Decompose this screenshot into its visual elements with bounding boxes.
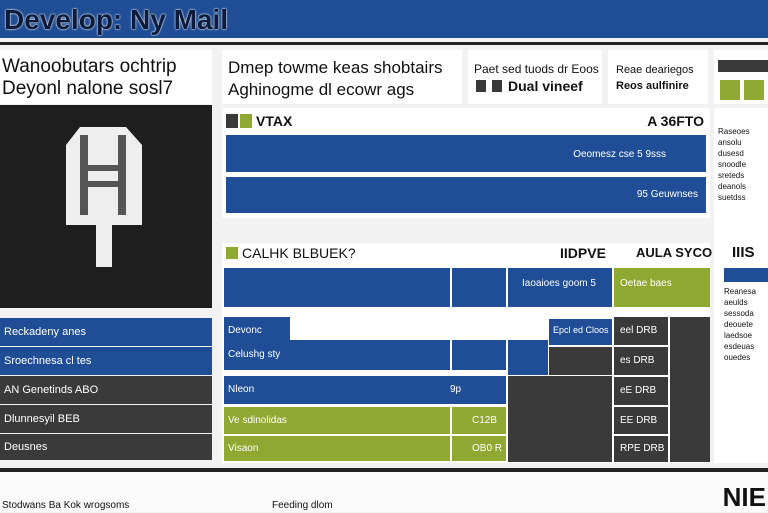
cell: es DRB xyxy=(614,347,668,375)
cell-text: es DRB xyxy=(620,355,655,366)
swatch xyxy=(744,80,764,100)
info-card[interactable]: Paet sed tuods dr Eoos Dual vineef xyxy=(468,50,602,104)
icon xyxy=(476,80,486,92)
cell-text: OB0 R xyxy=(472,443,503,454)
panel-text: Raseoes ansolu dusesd snoodle sreteds de… xyxy=(718,127,750,202)
cell xyxy=(224,268,450,307)
info-card[interactable]: Wanoobutars ochtrip Deyonl nalone sosl7 xyxy=(0,50,212,104)
panel-text: Reanesa aeulds sessoda deouete laedsoe e… xyxy=(724,287,757,362)
list-label: Reckadeny anes xyxy=(4,326,86,338)
cell[interactable]: Ve sdinolidas xyxy=(224,407,450,434)
cell: C12B xyxy=(452,407,506,434)
list-label: Dlunnesyil BEB xyxy=(4,413,80,425)
card-line: Dual vineef xyxy=(508,78,583,94)
column-header: AULA SYCO xyxy=(636,245,713,260)
footer-text: Stodwans Ba Kok wrogsoms xyxy=(2,500,130,511)
cell[interactable]: Iaoaioes goom 5 xyxy=(508,268,612,307)
list-label: AN Genetinds ABO xyxy=(4,384,99,396)
cell: eE DRB xyxy=(614,377,668,405)
card-line: Aghinogme dl ecowr ags xyxy=(228,80,415,99)
icon xyxy=(226,114,238,128)
cell-text: Visaon xyxy=(228,443,259,454)
info-card[interactable] xyxy=(714,50,768,104)
summary-bar: Oeomesz cse 5 9sss xyxy=(226,135,706,172)
icon xyxy=(492,80,502,92)
summary-value: A 36FTO xyxy=(647,113,704,129)
tag xyxy=(724,268,768,282)
list-label: Deusnes xyxy=(4,441,48,453)
info-card[interactable]: Reae deariegos Reos aulfinire xyxy=(608,50,708,104)
icon xyxy=(66,127,142,267)
summary-label: VTAX xyxy=(256,113,293,129)
header-bar: Develop: Ny Mail xyxy=(0,0,768,38)
cell xyxy=(670,317,710,462)
cell xyxy=(452,340,506,370)
bar-label: Oeomesz cse 5 9sss xyxy=(573,149,666,160)
cell-text: 9p xyxy=(450,384,462,395)
footer: Stodwans Ba Kok wrogsoms Feeding dlom NI… xyxy=(0,472,768,512)
cell-text: Epcl ed Cloos xyxy=(553,325,609,335)
bar-label: 95 Geuwnses xyxy=(636,189,698,200)
cell-text: Nleon xyxy=(228,384,255,395)
cell: EE DRB xyxy=(614,407,668,434)
list-label: Sroechnesa cl tes xyxy=(4,355,92,367)
cell-text: eel DRB xyxy=(620,325,658,336)
list-item[interactable]: AN Genetinds ABO xyxy=(0,376,212,404)
cell: eel DRB xyxy=(614,317,668,345)
cell: OB0 R xyxy=(452,436,506,461)
footer-logo: NIE xyxy=(722,482,766,512)
cell-text: RPE DRB xyxy=(620,443,665,454)
cell[interactable]: Epcl ed Cloos xyxy=(549,319,612,345)
cell: RPE DRB xyxy=(614,436,668,462)
cell-text: EE DRB xyxy=(620,415,658,426)
cell xyxy=(508,376,612,462)
list-item[interactable]: Sroechnesa cl tes xyxy=(0,347,212,375)
footer-text: Feeding dlom xyxy=(272,500,333,511)
image-panel xyxy=(0,105,212,308)
cell[interactable]: Oetae baes xyxy=(614,268,710,307)
cell-text: Iaoaioes goom 5 xyxy=(522,278,596,289)
cell-text: C12B xyxy=(472,415,498,426)
cell-text: Ve sdinolidas xyxy=(228,415,287,426)
card-line: Wanoobutars ochtrip xyxy=(2,56,177,77)
cell-text: Celushg sty xyxy=(228,349,281,360)
list-item[interactable]: Dlunnesyil BEB xyxy=(0,405,212,433)
info-card[interactable]: Dmep towme keas shobtairs Aghinogme dl e… xyxy=(222,50,462,104)
summary-bar: 95 Geuwnses xyxy=(226,177,706,213)
card-line: Deyonl nalone sosl7 xyxy=(2,78,174,99)
card-line: Reae deariegos xyxy=(616,64,694,76)
cell-text: Devonc xyxy=(228,325,262,336)
icon xyxy=(240,114,252,128)
list-item[interactable]: Deusnes xyxy=(0,434,212,460)
right-panel: Raseoes ansolu dusesd snoodle sreteds de… xyxy=(714,108,768,463)
cell-text: eE DRB xyxy=(620,385,657,396)
cell[interactable]: Visaon xyxy=(224,436,450,461)
app-title: Develop: Ny Mail xyxy=(4,4,229,35)
cell xyxy=(508,340,548,375)
column-header: IIDPVE xyxy=(560,245,606,261)
table-title: CALHK BLBUEK? xyxy=(242,245,356,261)
panel-title: IIIS xyxy=(732,244,755,261)
tag xyxy=(718,60,768,72)
card-line: Dmep towme keas shobtairs xyxy=(228,58,443,77)
icon xyxy=(226,247,238,259)
list-item[interactable]: Reckadeny anes xyxy=(0,318,212,346)
card-line: Reos aulfinire xyxy=(616,80,689,92)
divider xyxy=(0,42,768,45)
cell[interactable]: Nleon 9p xyxy=(224,376,506,404)
divider xyxy=(0,468,768,472)
summary-panel: VTAX A 36FTO Oeomesz cse 5 9sss 95 Geuwn… xyxy=(222,108,710,218)
cell xyxy=(549,347,612,375)
card-line: Paet sed tuods dr Eoos xyxy=(474,62,599,76)
cell-text: Oetae baes xyxy=(620,278,672,289)
cell[interactable]: Celushg sty xyxy=(224,340,450,370)
swatch xyxy=(720,80,740,100)
cell xyxy=(452,268,506,307)
